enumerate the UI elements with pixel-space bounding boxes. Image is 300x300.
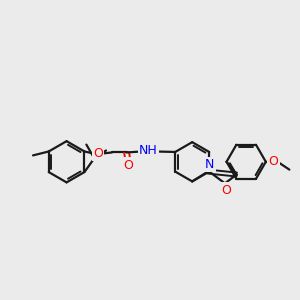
Text: N: N	[205, 158, 214, 171]
Text: O: O	[221, 184, 231, 197]
Text: O: O	[269, 155, 279, 168]
Text: O: O	[93, 147, 103, 160]
Text: O: O	[124, 159, 134, 172]
Text: NH: NH	[139, 144, 158, 157]
